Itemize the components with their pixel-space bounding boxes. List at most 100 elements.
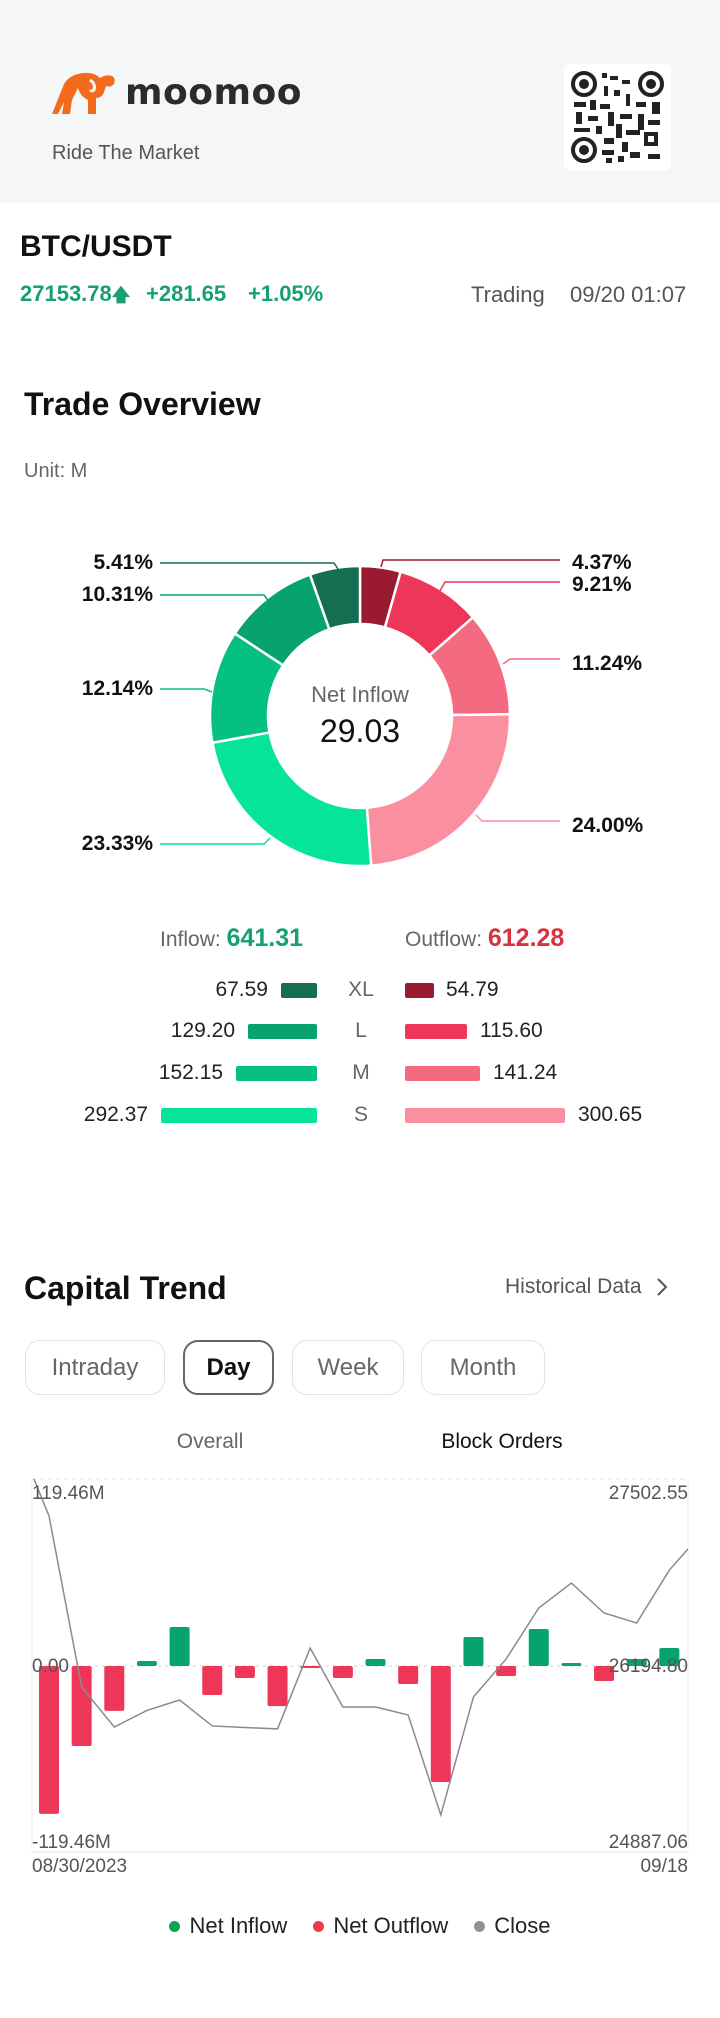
outflow-xl-value: 54.79 <box>446 978 499 1001</box>
net-outflow-bar[interactable] <box>202 1666 223 1695</box>
net-outflow-bar[interactable] <box>430 1666 451 1782</box>
donut-slice[interactable] <box>308 564 362 631</box>
net-inflow-bar[interactable] <box>626 1658 647 1666</box>
legend-label: Net Inflow <box>189 1913 288 1938</box>
category-l: L <box>355 1019 367 1042</box>
last-price: 27153.78🡅 <box>20 281 130 313</box>
historical-data-label: Historical Data <box>505 1275 642 1298</box>
net-outflow-bar[interactable] <box>104 1666 125 1711</box>
inflow-l-bar <box>248 1024 317 1039</box>
net-outflow-bar[interactable] <box>234 1666 255 1679</box>
inflow-s-bar <box>161 1108 317 1123</box>
net-inflow-bar[interactable] <box>365 1658 386 1666</box>
capital-trend-chart[interactable] <box>0 1470 720 1870</box>
pct-outflow-l: 9.21% <box>572 573 632 596</box>
chevron-right-icon <box>656 1278 667 1296</box>
net-outflow-bar[interactable] <box>39 1666 59 1814</box>
leader-line <box>475 814 560 822</box>
outflow-label: Outflow: <box>405 928 483 951</box>
legend-close: Close <box>474 1913 551 1939</box>
net-inflow-bar[interactable] <box>136 1660 157 1666</box>
axis-left-mid: 0.00 <box>32 1656 69 1677</box>
net-inflow-bar[interactable] <box>561 1663 582 1666</box>
axis-left-top: 119.46M <box>32 1483 105 1504</box>
net-outflow-bar[interactable] <box>300 1666 321 1669</box>
historical-data-link[interactable]: Historical Data <box>505 1275 668 1299</box>
leader-line <box>439 581 560 592</box>
category-xl: XL <box>348 978 374 1001</box>
qr-code-icon <box>571 71 664 163</box>
net-outflow-bar[interactable] <box>398 1666 419 1685</box>
category-m: M <box>352 1061 370 1084</box>
ticker-symbol: BTC/USDT <box>20 230 172 263</box>
legend-dot-icon <box>474 1920 486 1932</box>
axis-x-start: 08/30/2023 <box>32 1856 128 1877</box>
inflow-value: 641.31 <box>226 924 304 952</box>
qr-code[interactable] <box>564 64 671 170</box>
outflow-s-value: 300.65 <box>578 1103 643 1126</box>
net-outflow-bar[interactable] <box>594 1666 615 1682</box>
brand-tagline: Ride The Market <box>52 142 200 164</box>
unit-label: Unit: M <box>24 460 88 482</box>
capital-trend-title: Capital Trend <box>24 1270 227 1306</box>
net-inflow-bar[interactable] <box>463 1637 484 1666</box>
inflow-m-bar <box>236 1066 317 1081</box>
trade-donut-chart[interactable] <box>0 540 720 880</box>
brand-header: moomoo Ride The Market <box>0 0 720 203</box>
donut-slice[interactable] <box>365 713 512 867</box>
leader-line <box>160 837 271 845</box>
outflow-total: Outflow: 612.28 <box>405 924 564 953</box>
pct-inflow-s: 23.33% <box>81 832 153 855</box>
outflow-m-bar <box>405 1066 480 1081</box>
outflow-m-value: 141.24 <box>493 1061 558 1084</box>
tab-intraday[interactable]: Intraday <box>25 1340 165 1395</box>
close-price-line <box>33 1478 689 1818</box>
tab-day[interactable]: Day <box>183 1340 274 1395</box>
axis-right-mid: 26194.80 <box>608 1656 688 1677</box>
outflow-s-bar <box>405 1108 565 1123</box>
up-arrow-icon: 🡅 <box>111 285 131 305</box>
pct-inflow-l: 10.31% <box>81 583 153 606</box>
bull-logo-icon <box>52 72 115 114</box>
price-value: 27153.78 <box>20 281 112 306</box>
legend-dot-icon <box>169 1920 181 1932</box>
axis-right-bottom: 24887.06 <box>608 1832 688 1853</box>
axis-right-top: 27502.55 <box>608 1483 688 1504</box>
market-status: Trading <box>471 282 545 307</box>
brand-name: moomoo <box>125 72 302 113</box>
net-inflow-label: Net Inflow <box>311 682 409 707</box>
leader-line <box>160 688 213 693</box>
outflow-value: 612.28 <box>487 924 565 952</box>
net-outflow-bar[interactable] <box>332 1666 353 1679</box>
net-outflow-bar[interactable] <box>267 1666 288 1707</box>
price-change: +281.65 <box>146 281 227 306</box>
net-inflow-bar[interactable] <box>659 1647 680 1666</box>
donut-slice[interactable] <box>210 730 373 868</box>
leader-line <box>380 559 560 568</box>
chart-legend: Net Inflow Net Outflow Close <box>0 1913 720 1939</box>
category-s: S <box>353 1103 368 1126</box>
tab-month[interactable]: Month <box>421 1340 545 1395</box>
inflow-xl-bar <box>281 983 317 998</box>
inflow-total: Inflow: 641.31 <box>160 924 303 953</box>
axis-x-end: 09/18 <box>640 1856 688 1877</box>
inflow-l-value: 129.20 <box>170 1019 235 1042</box>
legend-net-inflow: Net Inflow <box>169 1913 287 1939</box>
pct-inflow-m: 12.14% <box>81 677 153 700</box>
leader-line <box>502 658 560 665</box>
net-outflow-bar[interactable] <box>71 1666 92 1746</box>
leader-line <box>160 594 271 604</box>
pct-outflow-s: 24.00% <box>572 814 644 837</box>
inflow-m-value: 152.15 <box>158 1061 223 1084</box>
subtab-overall[interactable]: Overall <box>176 1430 244 1453</box>
outflow-l-bar <box>405 1024 467 1039</box>
pct-outflow-xl: 4.37% <box>572 551 632 574</box>
net-inflow-bar[interactable] <box>528 1629 549 1666</box>
tab-week[interactable]: Week <box>292 1340 404 1395</box>
net-inflow-bar[interactable] <box>169 1627 190 1666</box>
net-outflow-bar[interactable] <box>496 1666 517 1677</box>
legend-net-outflow: Net Outflow <box>313 1913 448 1939</box>
subtab-block-orders[interactable]: Block Orders <box>441 1430 563 1453</box>
price-change-percent: +1.05% <box>248 281 324 306</box>
inflow-s-value: 292.37 <box>83 1103 148 1126</box>
